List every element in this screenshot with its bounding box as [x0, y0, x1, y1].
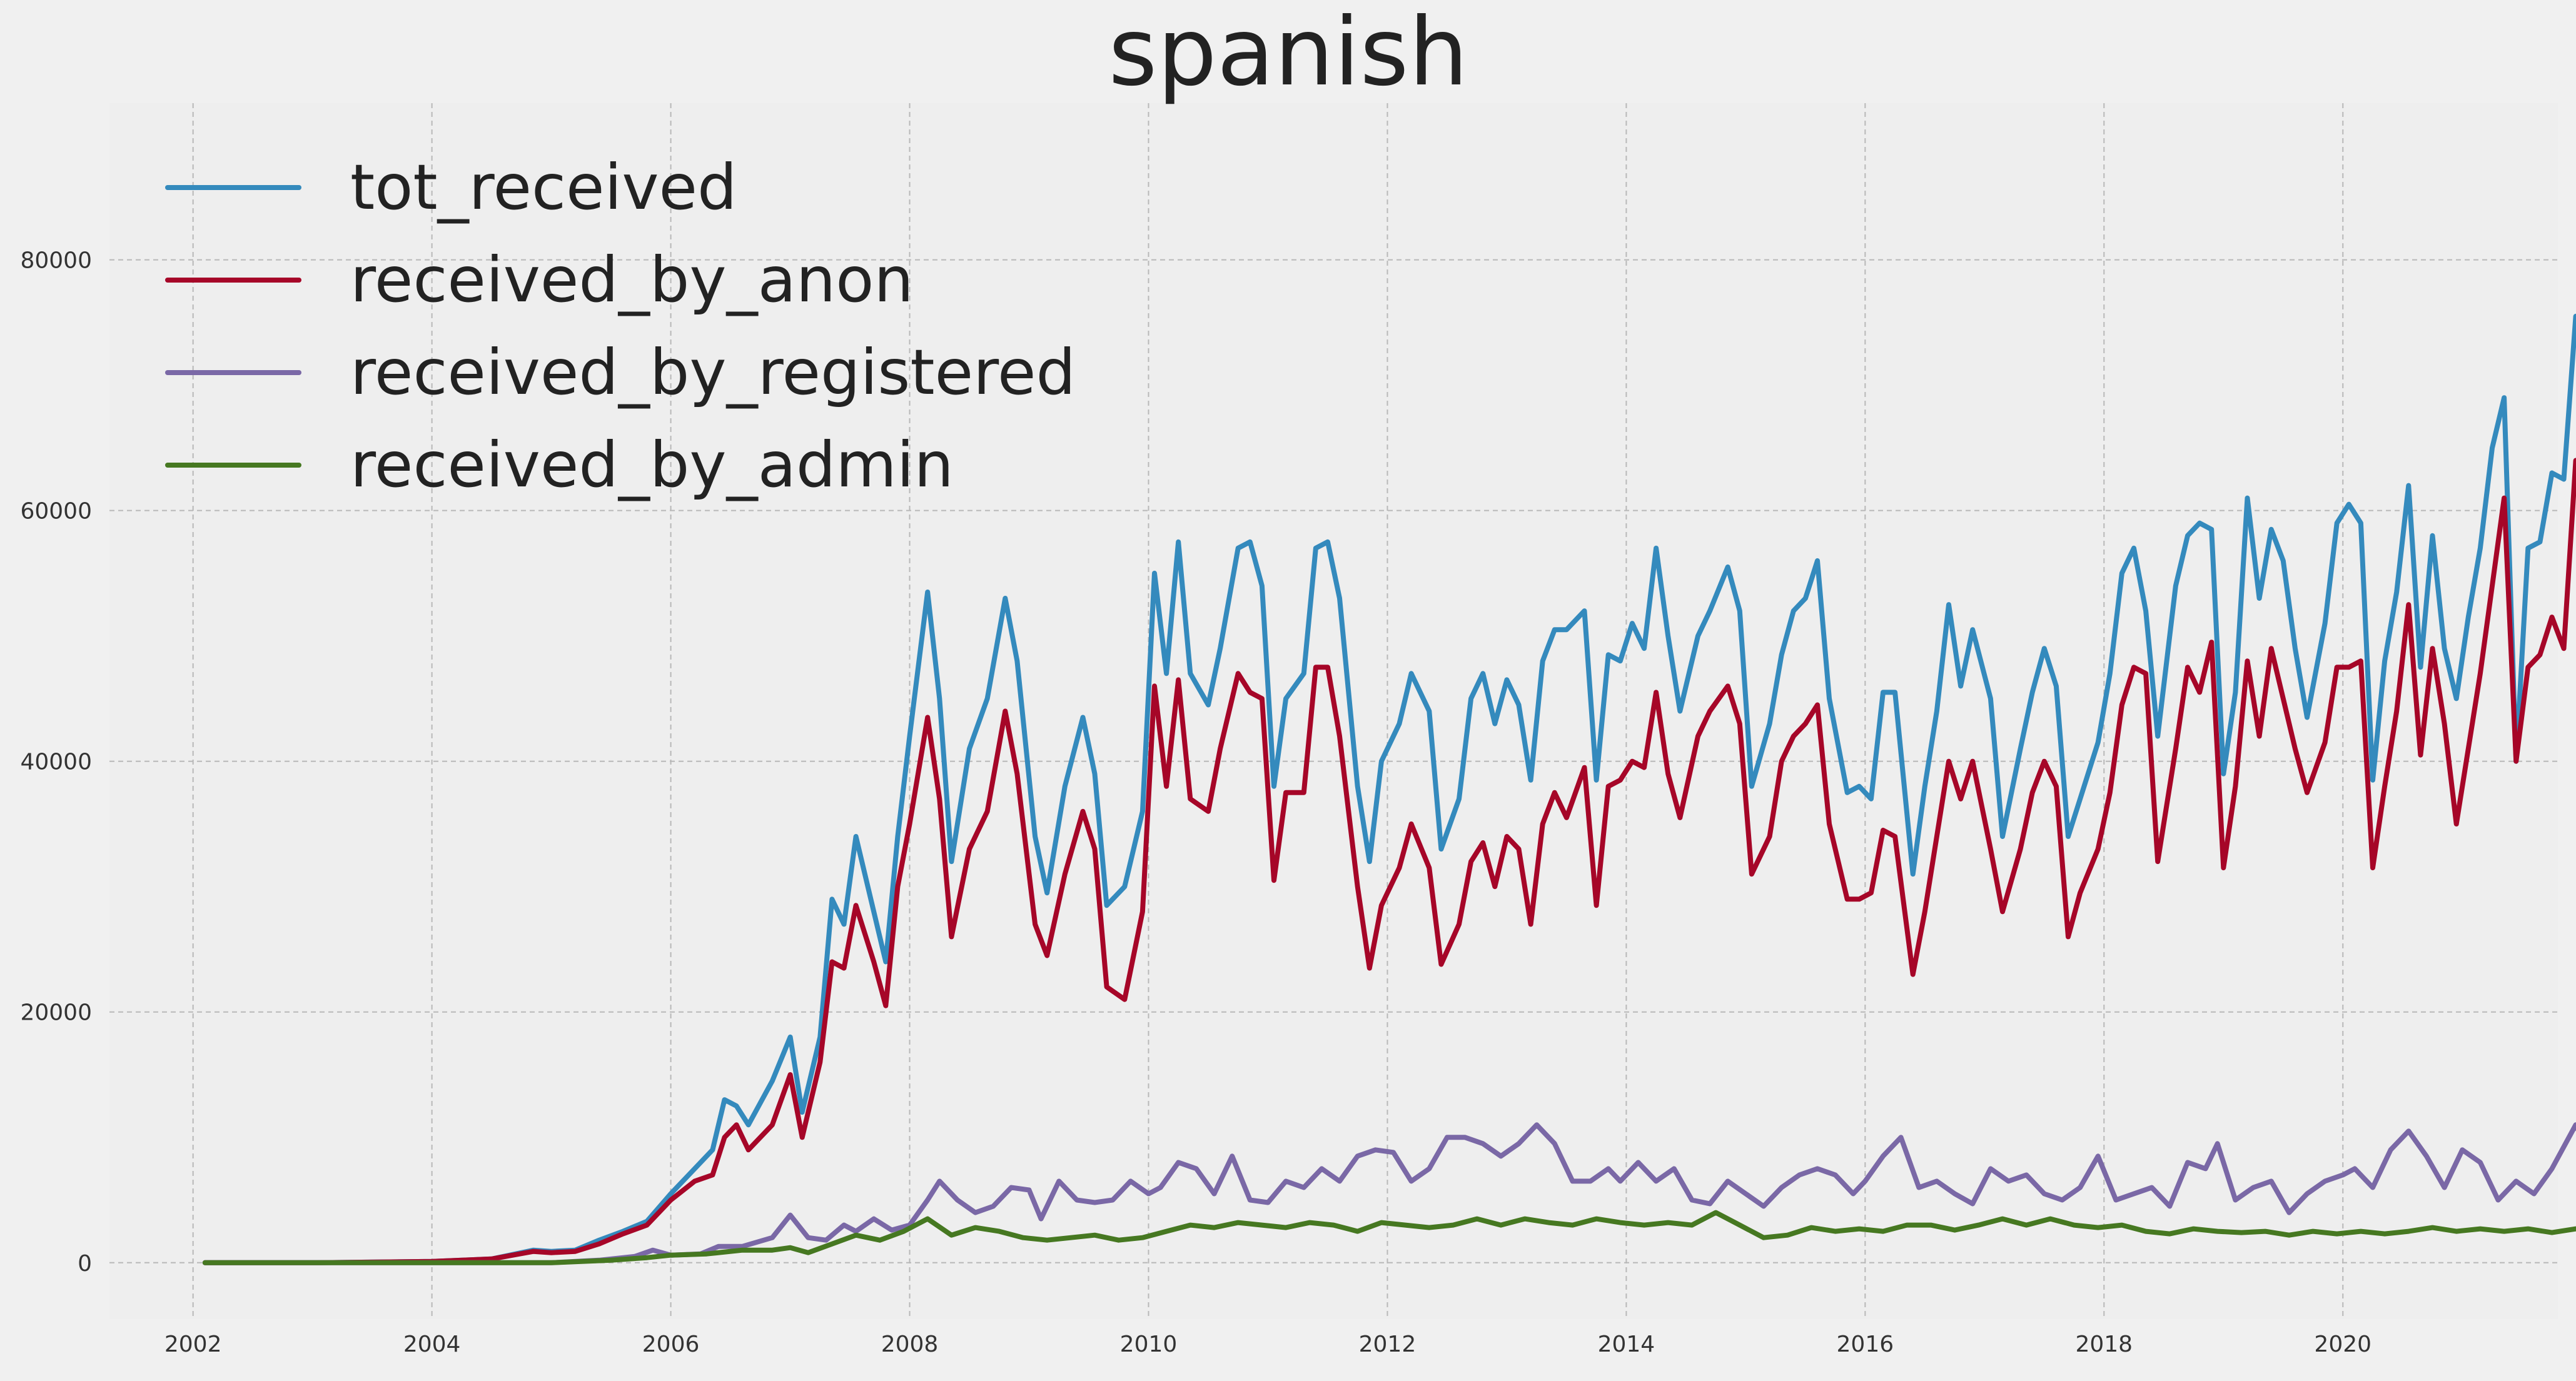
y-tick-label: 60000	[20, 499, 92, 525]
x-tick-label: 2018	[2075, 1332, 2133, 1357]
x-tick-label: 2004	[403, 1332, 461, 1357]
legend-label: received_by_registered	[350, 336, 1076, 409]
y-tick-label: 80000	[20, 248, 92, 274]
legend-label: tot_received	[350, 151, 737, 224]
x-tick-label: 2010	[1120, 1332, 1178, 1357]
x-tick-label: 2012	[1359, 1332, 1417, 1357]
y-axis: 0 20000 40000 60000 80000	[20, 248, 92, 1277]
x-tick-label: 2014	[1598, 1332, 1655, 1357]
series-line-tot-received	[202, 313, 2576, 1265]
legend: tot_received received_by_anon received_by_…	[165, 151, 1076, 501]
y-tick-label: 40000	[20, 750, 92, 775]
x-axis: 2002 2004 2006 2008 2010 2012 2014 2016 2018 2020	[164, 1332, 2371, 1357]
series-line-received-by-anon	[202, 458, 2576, 1265]
legend-label: received_by_anon	[350, 243, 914, 316]
x-tick-label: 2016	[1837, 1332, 1894, 1357]
series-lines	[202, 313, 2576, 1265]
x-tick-label: 2008	[881, 1332, 939, 1357]
y-tick-label: 0	[78, 1251, 92, 1277]
series-line-received-by-registered	[202, 1122, 2576, 1265]
x-tick-label: 2020	[2314, 1332, 2371, 1357]
legend-label: received_by_admin	[350, 428, 954, 501]
x-tick-label: 2006	[642, 1332, 700, 1357]
chart-title: spanish	[1108, 0, 1468, 107]
x-tick-label: 2002	[164, 1332, 222, 1357]
y-tick-label: 20000	[20, 1000, 92, 1026]
series-line-received-by-admin	[202, 1210, 2576, 1265]
